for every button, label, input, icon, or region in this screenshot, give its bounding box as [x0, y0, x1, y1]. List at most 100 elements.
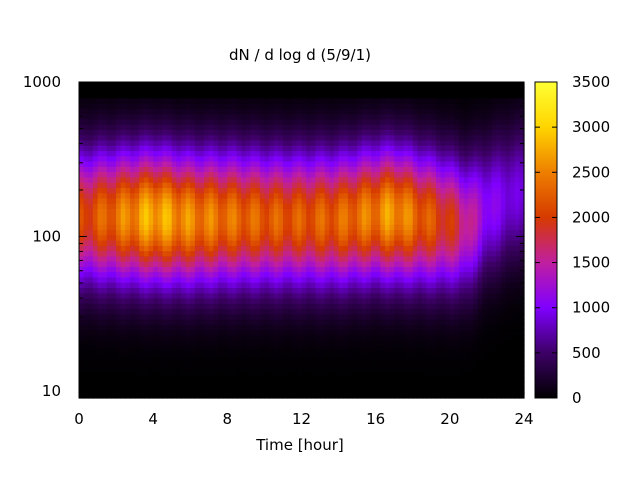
- heatmap-cell: [287, 150, 293, 157]
- heatmap-cell: [357, 324, 363, 331]
- heatmap-cell: [412, 161, 418, 167]
- heatmap-cell: [301, 203, 307, 209]
- heatmap-cell: [282, 350, 289, 357]
- heatmap-cell: [329, 345, 335, 352]
- heatmap-cell: [255, 208, 261, 215]
- heatmap-cell: [287, 82, 293, 88]
- heatmap-cell: [394, 171, 400, 178]
- heatmap-cell: [315, 303, 321, 310]
- heatmap-cell: [306, 150, 312, 157]
- heatmap-cell: [204, 208, 210, 215]
- heatmap-cell: [167, 187, 173, 194]
- heatmap-cell: [380, 292, 386, 299]
- heatmap-cell: [347, 376, 354, 383]
- heatmap-cell: [296, 218, 303, 225]
- heatmap-cell: [171, 208, 177, 215]
- heatmap-cell: [398, 355, 405, 362]
- heatmap-cell: [79, 87, 85, 94]
- heatmap-cell: [222, 292, 228, 299]
- heatmap-cell: [125, 197, 131, 204]
- heatmap-cell: [97, 176, 103, 183]
- heatmap-cell: [375, 282, 381, 288]
- heatmap-cell: [162, 392, 168, 399]
- heatmap-cell: [329, 118, 335, 125]
- heatmap-cell: [208, 150, 215, 157]
- heatmap-cell: [287, 345, 293, 352]
- heatmap-cell: [269, 208, 275, 215]
- heatmap-cell: [222, 303, 228, 310]
- heatmap-cell: [426, 182, 432, 188]
- heatmap-cell: [440, 166, 446, 173]
- heatmap-cell: [269, 266, 275, 273]
- heatmap-cell: [176, 113, 182, 120]
- heatmap-cell: [278, 297, 284, 304]
- heatmap-cell: [241, 103, 247, 109]
- heatmap-cell: [431, 161, 437, 167]
- heatmap-cell: [440, 155, 446, 162]
- heatmap-cell: [255, 192, 261, 199]
- heatmap-cell: [231, 182, 238, 188]
- heatmap-cell: [236, 266, 242, 273]
- heatmap-cell: [398, 176, 405, 183]
- heatmap-cell: [153, 271, 159, 278]
- heatmap-cell: [315, 92, 321, 99]
- heatmap-cell: [343, 282, 349, 288]
- heatmap-cell: [213, 387, 219, 394]
- heatmap-cell: [422, 108, 428, 115]
- heatmap-cell: [259, 82, 266, 88]
- heatmap-cell: [380, 366, 386, 373]
- heatmap-cell: [222, 176, 228, 183]
- heatmap-cell: [255, 150, 261, 157]
- heatmap-cell: [301, 218, 307, 225]
- heatmap-cell: [250, 155, 256, 162]
- heatmap-cell: [218, 187, 224, 194]
- heatmap-cell: [180, 303, 187, 310]
- heatmap-cell: [357, 87, 363, 94]
- heatmap-cell: [227, 192, 233, 199]
- heatmap-cell: [394, 208, 400, 215]
- heatmap-cell: [269, 82, 275, 88]
- heatmap-cell: [282, 382, 289, 389]
- heatmap-cell: [282, 334, 289, 341]
- heatmap-cell: [445, 324, 451, 331]
- heatmap-cell: [306, 271, 312, 278]
- heatmap-cell: [371, 382, 377, 389]
- heatmap-cell: [422, 245, 428, 252]
- heatmap-cell: [102, 92, 108, 99]
- heatmap-cell: [449, 292, 456, 299]
- heatmap-cell: [79, 271, 85, 278]
- heatmap-cell: [180, 139, 187, 146]
- heatmap-cell: [222, 208, 228, 215]
- heatmap-cell: [241, 350, 247, 357]
- heatmap-cell: [426, 287, 432, 294]
- heatmap-cell: [102, 376, 108, 383]
- heatmap-cell: [222, 387, 228, 394]
- heatmap-cell: [134, 155, 140, 162]
- heatmap-cell: [167, 313, 173, 320]
- heatmap-cell: [204, 371, 210, 378]
- heatmap-cell: [241, 97, 247, 104]
- heatmap-cell: [347, 345, 354, 352]
- heatmap-cell: [167, 287, 173, 294]
- heatmap-cell: [176, 150, 182, 157]
- heatmap-cell: [347, 139, 354, 146]
- heatmap-cell: [157, 224, 164, 231]
- heatmap-cell: [361, 103, 367, 109]
- heatmap-cell: [459, 392, 465, 399]
- heatmap-cell: [167, 166, 173, 173]
- heatmap-cell: [92, 213, 99, 220]
- heatmap-cell: [167, 334, 173, 341]
- heatmap-cell: [111, 166, 117, 173]
- heatmap-cell: [250, 297, 256, 304]
- heatmap-cell: [333, 82, 340, 88]
- heatmap-cell: [338, 118, 344, 125]
- heatmap-cell: [120, 145, 126, 152]
- heatmap-cell: [398, 197, 405, 204]
- heatmap-cell: [236, 355, 242, 362]
- heatmap-cell: [171, 303, 177, 310]
- heatmap-cell: [282, 197, 289, 204]
- heatmap-cell: [296, 213, 303, 220]
- heatmap-cell: [245, 150, 252, 157]
- heatmap-cell: [412, 197, 418, 204]
- heatmap-cell: [167, 161, 173, 167]
